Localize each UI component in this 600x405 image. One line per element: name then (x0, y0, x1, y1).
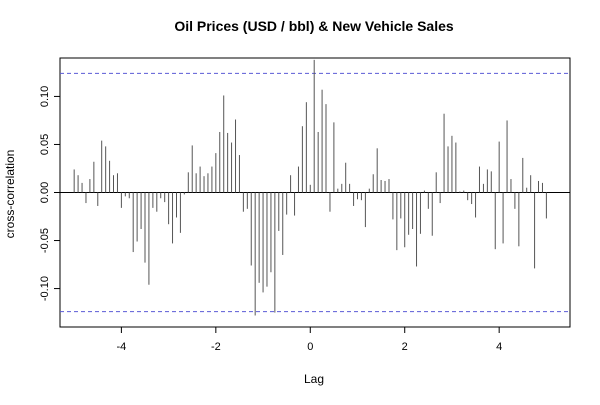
y-tick-label: -0.05 (39, 228, 51, 253)
y-tick-label: -0.10 (39, 276, 51, 301)
x-tick-label: -2 (211, 341, 221, 353)
y-tick-label: 0.10 (39, 86, 51, 107)
x-tick-label: 0 (307, 341, 313, 353)
x-tick-label: 2 (402, 341, 408, 353)
y-axis-label: cross-correlation (3, 150, 17, 239)
x-axis-label: Lag (304, 372, 324, 386)
y-tick-label: 0.05 (39, 134, 51, 155)
y-tick-label: 0.00 (39, 182, 51, 203)
plot-area: -4 -2 0 2 4 -0.10 -0.05 0.00 0.05 0.10 (39, 57, 571, 353)
x-tick-label: 4 (496, 341, 502, 353)
chart-title: Oil Prices (USD / bbl) & New Vehicle Sal… (174, 18, 454, 34)
x-tick-label: -4 (116, 341, 126, 353)
